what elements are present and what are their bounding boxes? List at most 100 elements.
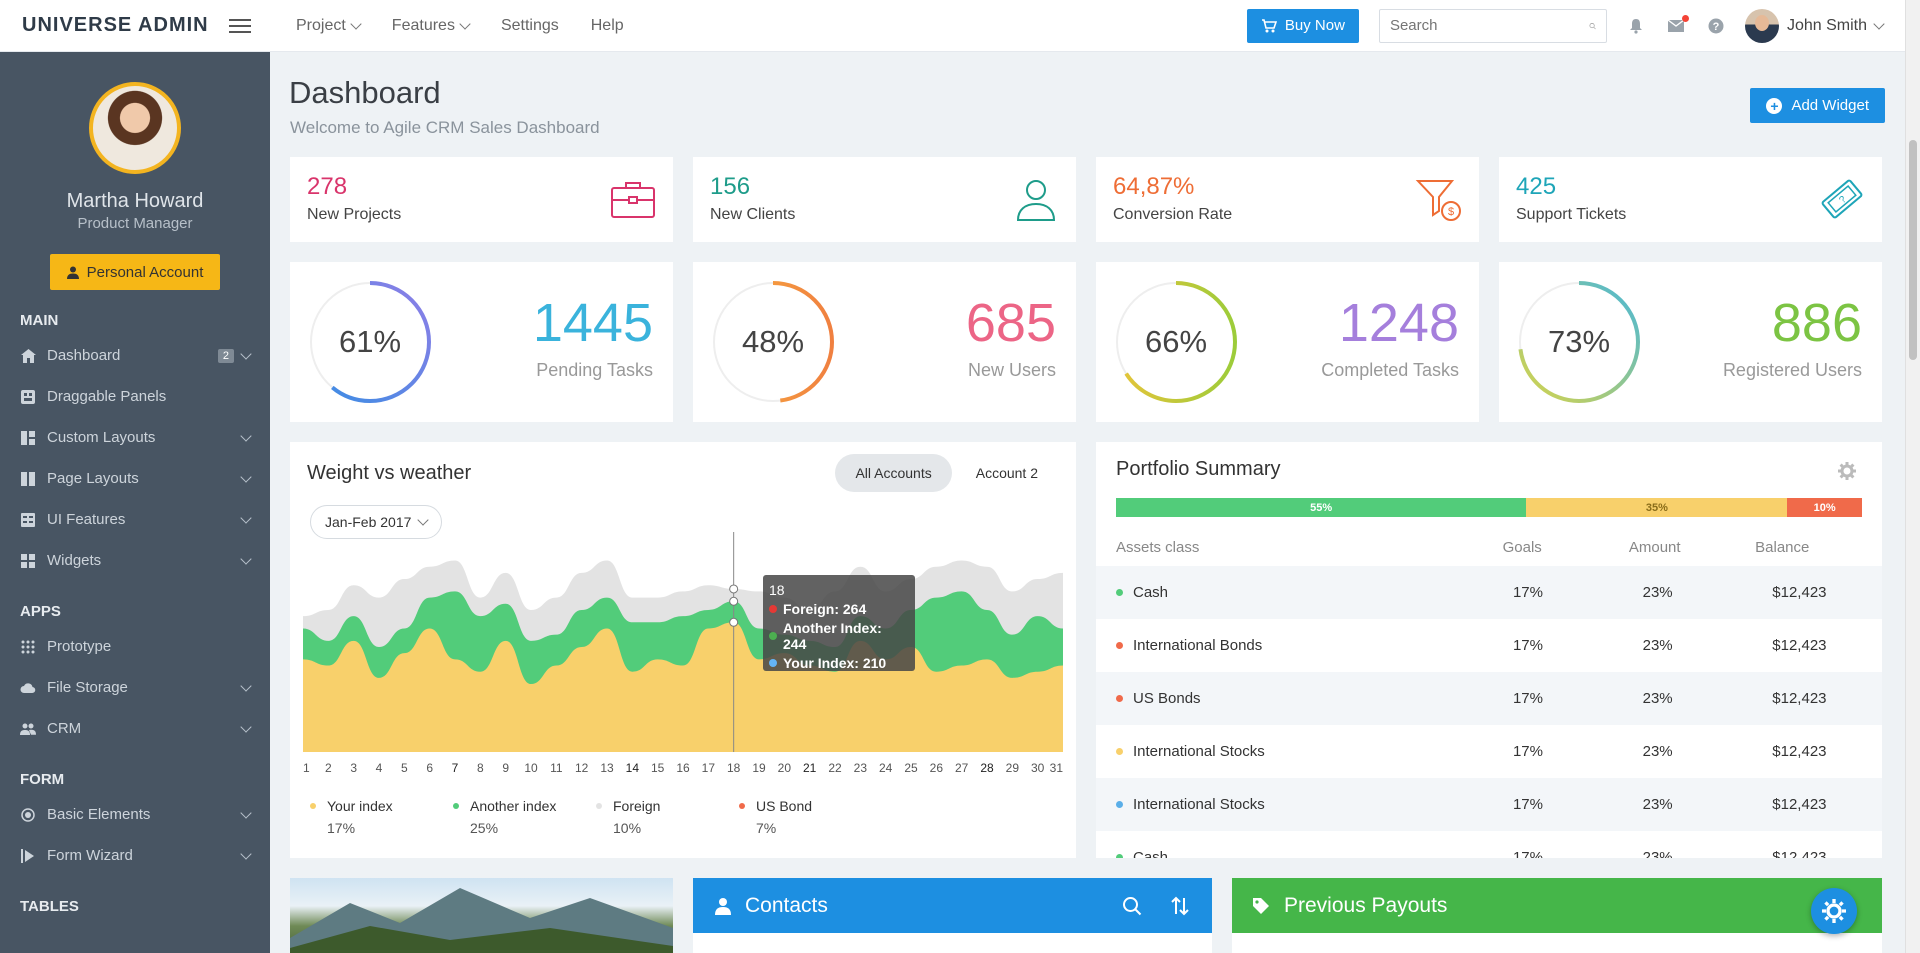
sidebar-item-custom-layouts[interactable]: Custom Layouts — [0, 417, 270, 458]
wizard-icon — [20, 848, 36, 864]
ring-value: 685 — [965, 293, 1056, 353]
date-range-select[interactable]: Jan-Feb 2017 — [310, 505, 443, 539]
ring-card-completed-tasks: 66% 1248 Completed Tasks — [1096, 262, 1479, 422]
tooltip-row: Another Index: 244 — [769, 620, 909, 652]
sidebar-item-basic-elements[interactable]: Basic Elements — [0, 794, 270, 835]
bell-icon[interactable] — [1625, 15, 1647, 37]
chart-legend: Your index 17% Another index 25% Foreign 10… — [310, 798, 882, 836]
sidebar-item-file-storage[interactable]: File Storage — [0, 667, 270, 708]
x-tick-label: 15 — [651, 761, 665, 775]
chevron-down-icon — [240, 429, 252, 442]
sidebar-item-widgets[interactable]: Widgets — [0, 540, 270, 581]
top-navbar: UNIVERSE ADMIN Project Features Settings… — [0, 0, 1905, 52]
sidebar-item-dashboard[interactable]: Dashboard 2 — [0, 335, 270, 376]
table-row[interactable]: International Stocks 17% 23% $12,423 — [1096, 725, 1882, 778]
chevron-down-icon — [240, 511, 252, 524]
mail-icon[interactable] — [1665, 14, 1689, 37]
sidebar-item-draggable-panels[interactable]: Draggable Panels — [0, 376, 270, 417]
sort-icon[interactable] — [1170, 896, 1190, 916]
profile-name: Martha Howard — [66, 190, 204, 212]
svg-text:?: ? — [1713, 21, 1720, 33]
buy-now-button[interactable]: Buy Now — [1246, 8, 1359, 43]
plus-circle-icon: + — [1766, 97, 1783, 114]
table-row[interactable]: Cash 17% 23% $12,423 — [1096, 566, 1882, 619]
gear-icon — [1822, 899, 1846, 923]
chevron-down-icon — [240, 347, 252, 360]
tab-account-2[interactable]: Account 2 — [975, 465, 1038, 481]
weight-weather-panel: Weight vs weather All Accounts Account 2… — [290, 442, 1076, 858]
user-icon — [1016, 180, 1056, 221]
sidebar-item-form-wizard[interactable]: Form Wizard — [0, 835, 270, 876]
hamburger-menu-icon[interactable] — [228, 18, 251, 33]
contacts-title: Contacts — [745, 893, 828, 917]
profile-block: Martha Howard Product Manager Personal A… — [0, 52, 270, 290]
profile-avatar[interactable] — [89, 82, 181, 174]
x-tick-label: 25 — [904, 761, 918, 775]
help-icon[interactable]: ? — [1705, 15, 1727, 37]
legend-item[interactable]: Foreign 10% — [596, 798, 739, 836]
page-subtitle: Welcome to Agile CRM Sales Dashboard — [290, 118, 600, 137]
count-badge: 2 — [217, 348, 234, 363]
x-tick-label: 20 — [778, 761, 792, 775]
section-apps: APPS — [20, 603, 61, 620]
nav-features[interactable]: Features — [392, 17, 471, 35]
grid-dots-icon — [20, 639, 36, 655]
table-row[interactable]: US Bonds 17% 23% $12,423 — [1096, 672, 1882, 725]
settings-gear-icon[interactable] — [1838, 462, 1856, 480]
stat-card-new-clients: 156 New Clients — [693, 157, 1076, 242]
x-tick-label: 17 — [702, 761, 716, 775]
sidebar-item-crm[interactable]: CRM — [0, 708, 270, 749]
legend-item[interactable]: Your index 17% — [310, 798, 453, 836]
hover-point — [729, 617, 739, 627]
user-menu[interactable]: John Smith — [1744, 8, 1885, 43]
portfolio-summary-panel: Portfolio Summary 55% 35% 10% Assets cla… — [1096, 442, 1882, 858]
panel-title: Portfolio Summary — [1116, 458, 1281, 480]
personal-account-button[interactable]: Personal Account — [50, 254, 220, 290]
nav-settings[interactable]: Settings — [500, 16, 559, 34]
x-tick-label: 26 — [930, 761, 944, 775]
area-chart[interactable]: 1 2 3 4 5 6 7 8 9 10 11 12 13 14 15 16 17 18 19 20 21 22 23 24 2… — [303, 532, 1063, 792]
nav-project[interactable]: Project — [296, 17, 362, 35]
scrollbar-thumb[interactable] — [1909, 140, 1917, 360]
brand-logo-text[interactable]: UNIVERSE ADMIN — [22, 14, 209, 36]
ring-label: New Users — [967, 360, 1056, 380]
x-tick-label: 24 — [879, 761, 893, 775]
x-tick-label: 27 — [955, 761, 969, 775]
chevron-down-icon — [240, 552, 252, 565]
stat-card-support-tickets: 425 Support Tickets ? — [1499, 157, 1882, 242]
search-icon[interactable] — [1589, 18, 1596, 34]
ring-value: 886 — [1771, 293, 1862, 353]
stat-value: 425 — [1516, 173, 1557, 200]
table-row[interactable]: International Stocks 17% 23% $12,423 — [1096, 778, 1882, 831]
stat-label: New Clients — [710, 206, 796, 223]
legend-item[interactable]: US Bond 7% — [739, 798, 882, 836]
sidebar-item-ui-features[interactable]: UI Features — [0, 499, 270, 540]
x-tick-label: 10 — [524, 761, 538, 775]
allocation-segment: 10% — [1787, 498, 1862, 517]
ring-label: Completed Tasks — [1321, 360, 1459, 380]
user-icon — [715, 897, 731, 915]
add-widget-button[interactable]: + Add Widget — [1750, 88, 1885, 123]
x-tick-label: 31 — [1050, 761, 1063, 775]
contacts-panel: Contacts — [693, 878, 1212, 953]
section-main: MAIN — [20, 312, 59, 329]
x-tick-label: 12 — [575, 761, 589, 775]
table-row[interactable]: International Bonds 17% 23% $12,423 — [1096, 619, 1882, 672]
user-icon — [66, 266, 79, 279]
search-input[interactable] — [1389, 17, 1589, 34]
x-tick-label: 11 — [550, 761, 563, 775]
sidebar-item-page-layouts[interactable]: Page Layouts — [0, 458, 270, 499]
page-scrollbar[interactable] — [1905, 0, 1920, 953]
sidebar-item-prototype[interactable]: Prototype — [0, 626, 270, 667]
chevron-down-icon — [350, 17, 362, 30]
tab-all-accounts[interactable]: All Accounts — [835, 454, 952, 492]
nav-help[interactable]: Help — [590, 16, 624, 34]
x-tick-label: 7 — [452, 761, 459, 775]
chevron-down-icon — [240, 806, 252, 819]
search-icon[interactable] — [1122, 896, 1142, 916]
settings-fab[interactable] — [1811, 888, 1857, 934]
table-row[interactable]: Cash 17% 23% $12,423 — [1096, 831, 1882, 858]
ring-card-pending-tasks: 61% 1445 Pending Tasks — [290, 262, 673, 422]
ui-features-icon — [20, 512, 36, 528]
legend-item[interactable]: Another index 25% — [453, 798, 596, 836]
